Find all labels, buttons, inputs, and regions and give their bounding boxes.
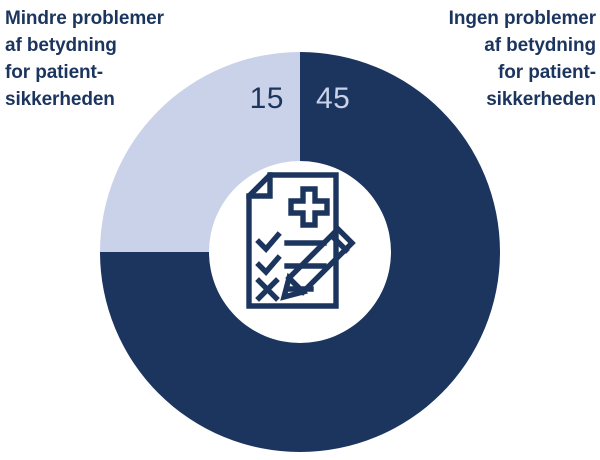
x-mark-icon (255, 277, 280, 302)
medical-cross-icon (288, 186, 330, 228)
donut-slice-mindre-problemer[interactable] (100, 52, 300, 252)
donut-svg (100, 52, 500, 452)
medical-checklist-document-with-pencil-icon (240, 172, 360, 312)
document-folded-corner (246, 172, 273, 199)
medical-checklist-icon-svg (246, 172, 356, 309)
pencil-icon-body (285, 225, 356, 296)
slice-value-label-ingen: 45 (316, 82, 351, 115)
donut-ring (100, 52, 500, 452)
document-outline (246, 172, 339, 309)
donut-slice-ingen-problemer[interactable] (100, 52, 500, 452)
checkmark-icon-1 (255, 231, 282, 253)
pencil-icon-tip (280, 272, 309, 301)
pencil-icon-ferrule (328, 232, 350, 254)
caption-ingen-problemer: Ingen problemer af betydning for patient… (448, 8, 596, 110)
slice-value-label-mindre: 15 (249, 82, 284, 115)
checkmark-icon-2 (255, 254, 282, 276)
caption-mindre-problemer: Mindre problemer af betydning for patien… (5, 8, 164, 110)
